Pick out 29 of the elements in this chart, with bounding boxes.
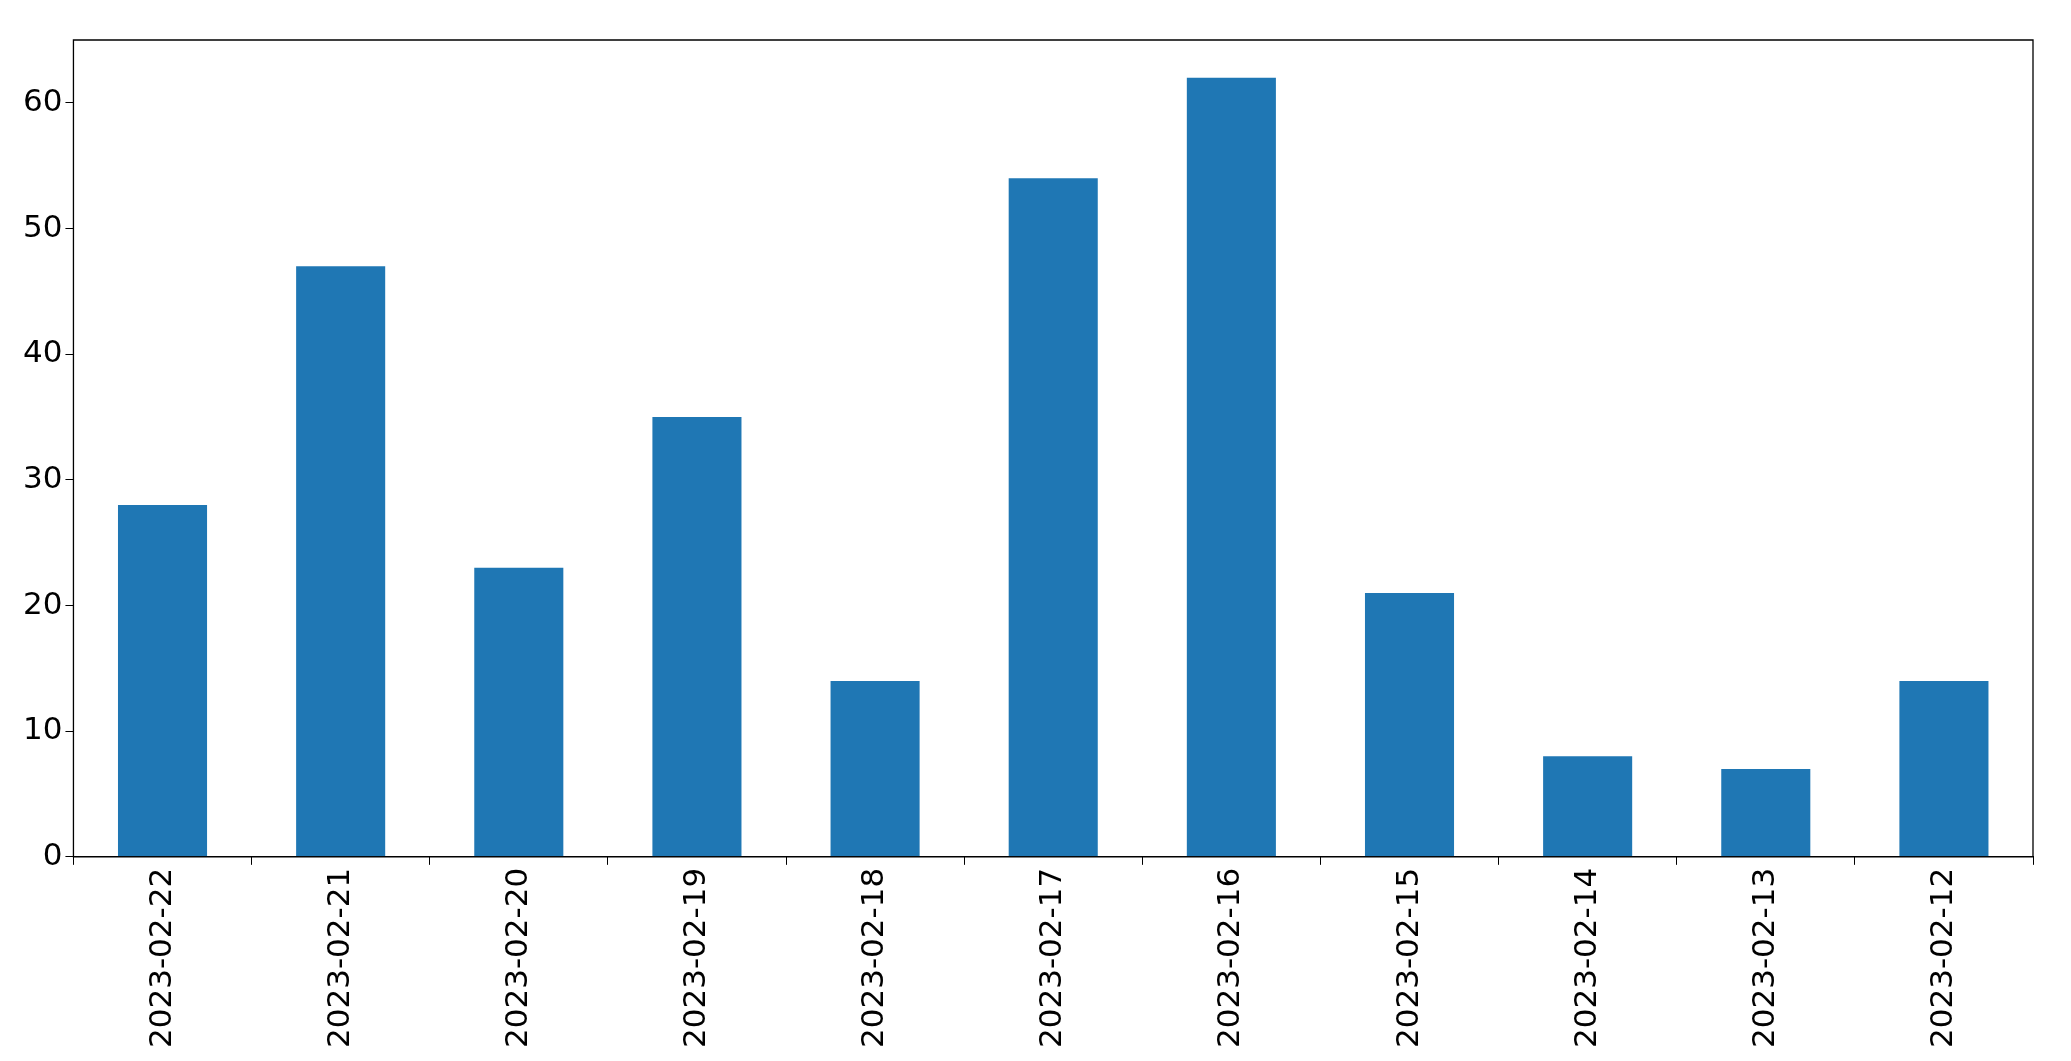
x-tick-label: 2023-02-12 (1922, 867, 1959, 1049)
bar (1899, 680, 1989, 857)
y-tick-label: 60 (22, 81, 63, 118)
bar (1008, 178, 1098, 857)
x-tick-label: 2023-02-14 (1566, 867, 1603, 1049)
x-tick-label: 2023-02-22 (141, 867, 178, 1049)
y-tick-label: 20 (22, 584, 63, 621)
x-tick-label: 2023-02-16 (1210, 867, 1247, 1049)
bar (474, 567, 564, 857)
y-tick-label: 50 (22, 207, 63, 244)
y-tick-label: 0 (42, 835, 63, 872)
bar (1543, 756, 1633, 857)
bar (117, 504, 208, 857)
y-tick-label: 30 (22, 458, 63, 495)
x-tick-label: 2023-02-13 (1744, 867, 1781, 1049)
x-tick-label: 2023-02-21 (319, 867, 356, 1049)
bar (652, 417, 742, 857)
bar (1364, 592, 1455, 857)
y-tick-label: 40 (22, 333, 63, 370)
y-tick-label: 10 (22, 710, 63, 747)
bar (296, 266, 386, 857)
x-tick-label: 2023-02-18 (854, 867, 891, 1049)
bar (1186, 77, 1276, 857)
x-tick-label: 2023-02-19 (675, 867, 712, 1049)
x-tick-label: 2023-02-17 (1032, 867, 1069, 1049)
x-tick-label: 2023-02-20 (497, 867, 534, 1049)
x-tick-label: 2023-02-15 (1388, 867, 1425, 1049)
bar (830, 680, 920, 857)
bar (1721, 768, 1811, 857)
